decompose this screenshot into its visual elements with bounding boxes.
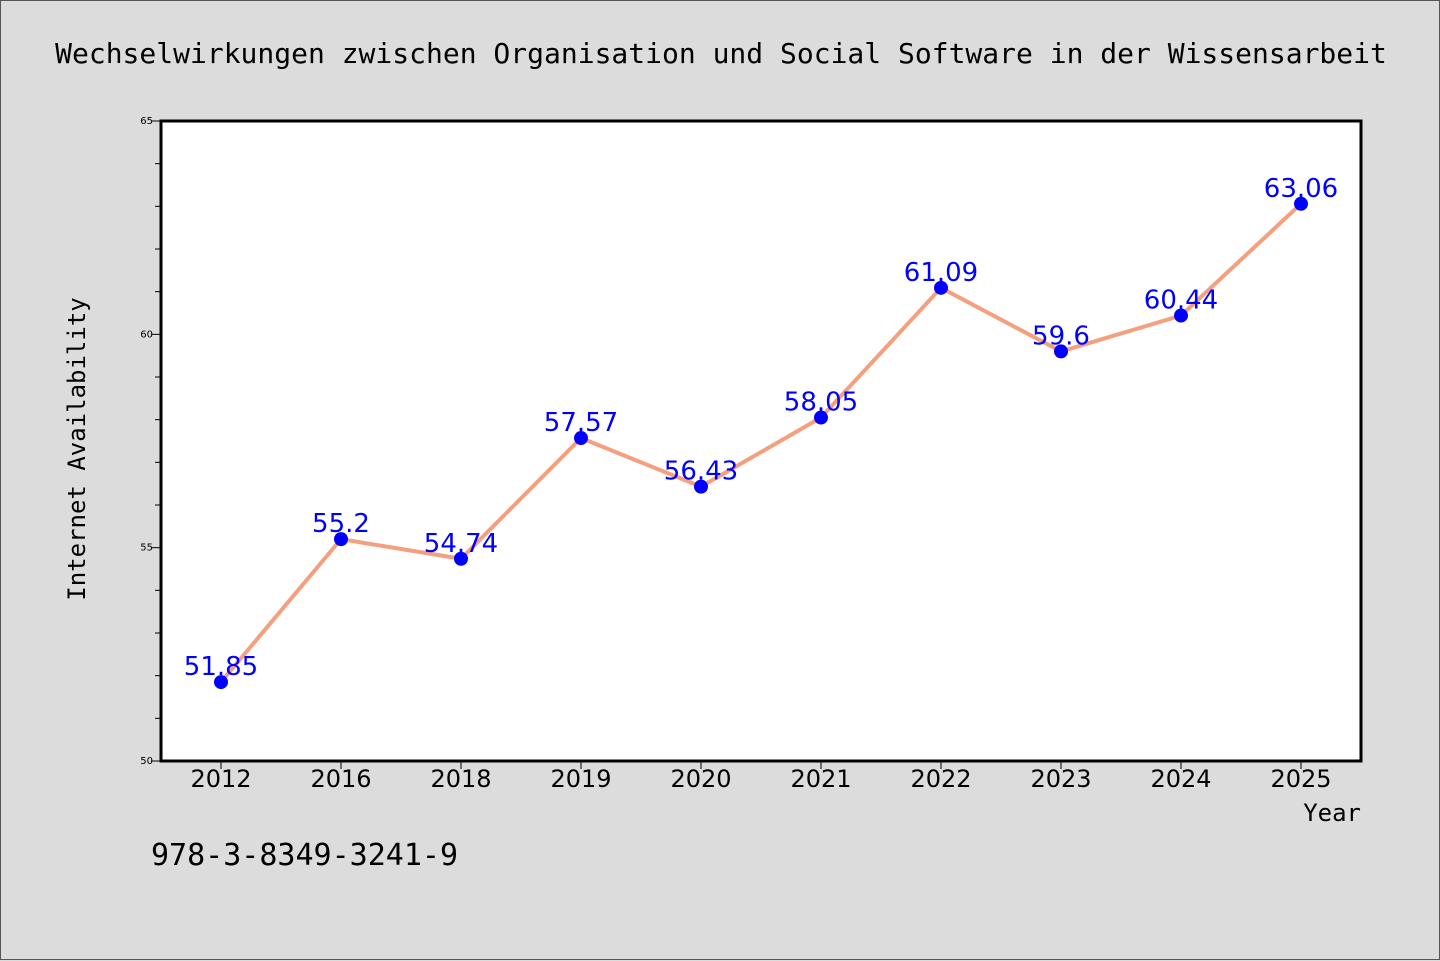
x-tick-label: 2024 — [1150, 765, 1211, 793]
x-tick-label: 2021 — [790, 765, 851, 793]
x-axis-label: Year — [1303, 799, 1361, 827]
x-tick-label: 2016 — [310, 765, 371, 793]
isbn-footnote: 978-3-8349-3241-9 — [151, 838, 458, 873]
x-tick-label: 2020 — [670, 765, 731, 793]
data-label: 57.57 — [544, 408, 618, 438]
data-label: 60.44 — [1144, 286, 1218, 316]
plot-area — [159, 119, 1363, 763]
data-point — [934, 280, 948, 295]
data-point — [694, 479, 708, 494]
chart-title: Wechselwirkungen zwischen Organisation u… — [55, 37, 1387, 70]
y-tick-label: 55 — [140, 543, 153, 554]
data-label: 63.06 — [1264, 174, 1338, 204]
y-tick-label: 50 — [140, 756, 153, 767]
series-layer: 51.85 55.2 54.74 57.57 56.43 58.05 61.09 59.6 60… — [184, 174, 1338, 690]
series-line — [219, 201, 1303, 685]
data-label: 56.43 — [664, 457, 738, 487]
data-point — [814, 410, 828, 425]
y-tick-label: 60 — [140, 329, 153, 340]
data-point — [574, 431, 588, 446]
y-axis-label: Internet Availability — [63, 297, 91, 600]
x-tick-label: 2022 — [910, 765, 971, 793]
data-label: 55.2 — [312, 509, 370, 539]
data-point — [1174, 308, 1188, 323]
x-axis: 2012 2016 2018 2019 2020 2021 2022 2023 2024 2025 — [190, 761, 1332, 793]
data-label: 58.05 — [784, 388, 858, 418]
data-label: 59.6 — [1032, 321, 1090, 351]
x-tick-label: 2018 — [430, 765, 491, 793]
data-point — [334, 532, 348, 547]
data-point — [454, 551, 468, 566]
data-label: 61.09 — [904, 258, 978, 288]
data-label: 54.74 — [424, 529, 498, 559]
data-label: 51.85 — [184, 652, 258, 682]
data-point — [214, 675, 228, 690]
x-tick-label: 2019 — [550, 765, 611, 793]
y-axis: 50 55 60 65 — [140, 116, 161, 767]
x-tick-label: 2023 — [1030, 765, 1091, 793]
y-tick-label: 65 — [140, 116, 153, 127]
data-point — [1054, 344, 1068, 359]
x-tick-label: 2012 — [190, 765, 251, 793]
x-tick-label: 2025 — [1270, 765, 1331, 793]
data-point — [1294, 196, 1308, 211]
